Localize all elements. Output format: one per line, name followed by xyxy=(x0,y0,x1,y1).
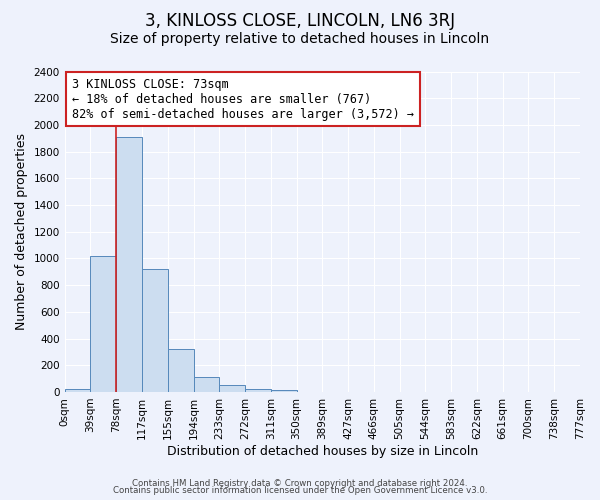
Text: 3 KINLOSS CLOSE: 73sqm
← 18% of detached houses are smaller (767)
82% of semi-de: 3 KINLOSS CLOSE: 73sqm ← 18% of detached… xyxy=(73,78,415,120)
Text: Size of property relative to detached houses in Lincoln: Size of property relative to detached ho… xyxy=(110,32,490,46)
Y-axis label: Number of detached properties: Number of detached properties xyxy=(15,133,28,330)
Bar xyxy=(219,384,245,392)
Bar xyxy=(193,378,219,392)
Bar xyxy=(91,256,116,392)
Bar xyxy=(271,390,296,392)
Bar xyxy=(65,388,91,392)
Text: 3, KINLOSS CLOSE, LINCOLN, LN6 3RJ: 3, KINLOSS CLOSE, LINCOLN, LN6 3RJ xyxy=(145,12,455,30)
Bar xyxy=(116,137,142,392)
Bar xyxy=(142,269,168,392)
X-axis label: Distribution of detached houses by size in Lincoln: Distribution of detached houses by size … xyxy=(167,444,478,458)
Bar xyxy=(168,348,193,392)
Bar xyxy=(245,388,271,392)
Text: Contains HM Land Registry data © Crown copyright and database right 2024.: Contains HM Land Registry data © Crown c… xyxy=(132,478,468,488)
Text: Contains public sector information licensed under the Open Government Licence v3: Contains public sector information licen… xyxy=(113,486,487,495)
